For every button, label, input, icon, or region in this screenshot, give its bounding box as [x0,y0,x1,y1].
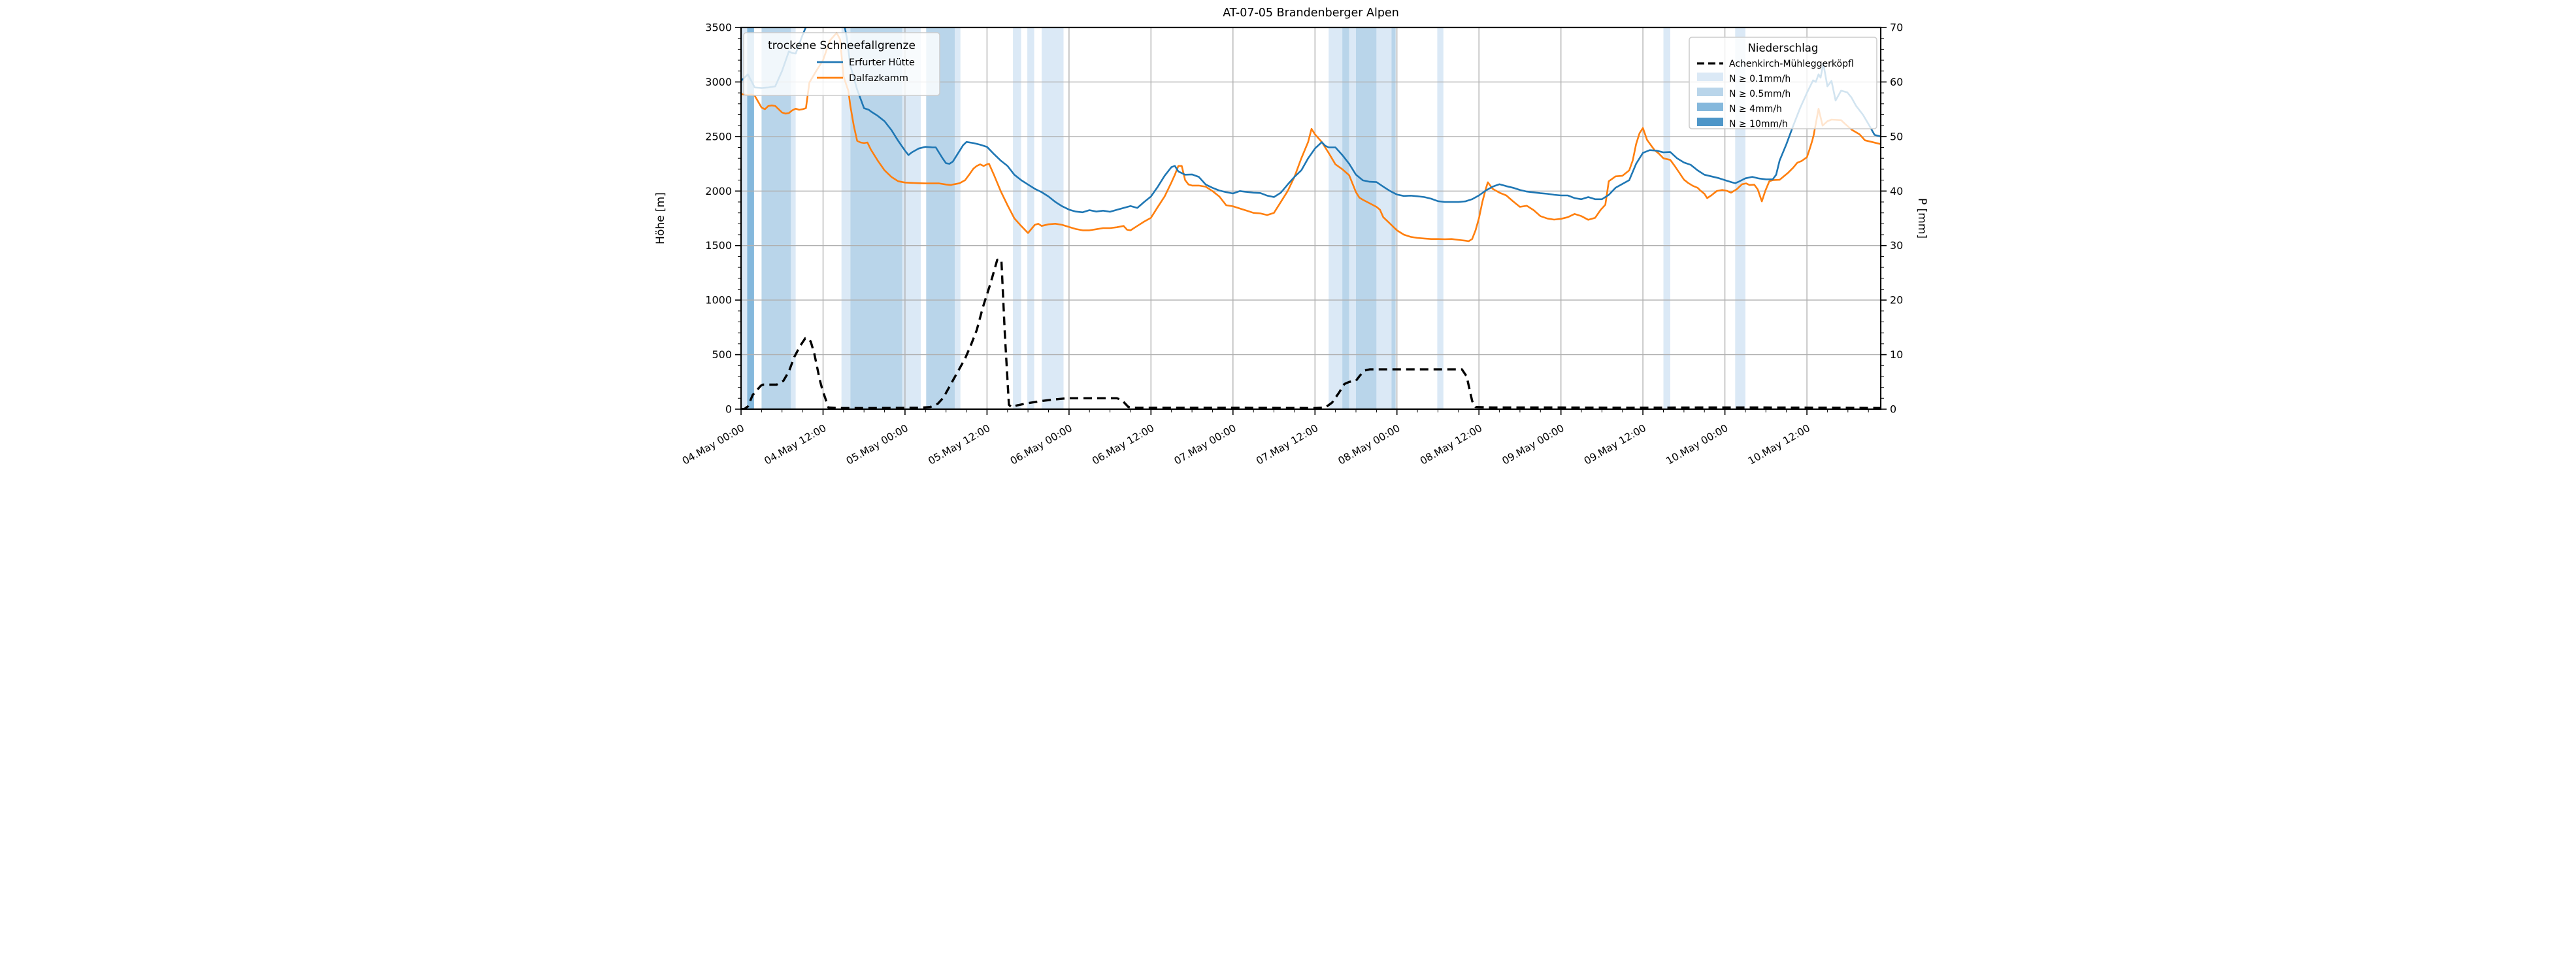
left-tick-label: 2500 [705,130,732,142]
legend-entry-label: N ≥ 0.1mm/h [1729,74,1791,84]
right-axis-label: P [mm] [1915,198,1928,239]
legend-entry-label: Achenkirch-Mühleggerköpfl [1729,59,1854,69]
legend-entry-label: N ≥ 0.5mm/h [1729,89,1791,99]
precip-band-tier-0.5 [1342,27,1349,409]
precip-band-tier-0.5 [1391,27,1396,409]
legend-precip-title: Niederschlag [1747,42,1818,54]
legend-entry-label: Erfurter Hütte [849,58,915,68]
legend-patch-sample [1696,103,1723,111]
precip-band-tier-0.1 [790,27,796,409]
right-tick-label: 20 [1890,294,1903,307]
plot-spines [740,26,1881,410]
precip-band-tier-0.1 [954,27,961,409]
left-tick-label: 1500 [705,239,732,252]
precip-band-tier-0.1 [1027,27,1034,409]
right-tick-label: 70 [1890,22,1903,34]
legend-snowline-title: trockene Schneefallgrenze [768,39,916,52]
right-tick-label: 60 [1890,76,1903,88]
legend-entry-label: N ≥ 10mm/h [1729,119,1788,129]
right-tick-label: 50 [1890,130,1903,142]
left-tick-label: 0 [725,403,731,416]
legend-precip: Niederschlag Achenkirch-Mühleggerköpfl N ≥… [1688,37,1877,129]
left-tick-label: 1000 [705,294,732,307]
chart-figure: 04.May 00:00 04.May 12:00 05.May 00:00 05.M… [644,0,1932,484]
precip-band-tier-0.1 [1041,27,1063,409]
legend-patch-sample [1696,73,1723,81]
precip-band-tier-0.1 [1349,27,1356,409]
precip-band-tier-0.5 [1355,27,1376,409]
dalfazkamm-line [740,31,1881,242]
precip-band-tier-0.1 [1012,27,1021,409]
left-tick-label: 500 [712,348,732,361]
legend-patch-sample [1696,118,1723,126]
snowline-precipitation-chart: 04.May 00:00 04.May 12:00 05.May 00:00 05.M… [644,0,1932,484]
precip-band-tier-0.1 [1328,27,1342,409]
precip-band-tier-0.1 [1663,27,1670,409]
precip-band-tier-0.1 [1436,27,1444,409]
right-tick-label: 30 [1890,239,1903,252]
left-tick-label: 2000 [705,185,732,197]
left-tick-label: 3000 [705,76,732,88]
erfurter-huette-line [740,27,1881,214]
legend-snowline: trockene Schneefallgrenze Erfurter Hütte D… [742,32,940,96]
chart-title: AT-07-05 Brandenberger Alpen [1223,7,1399,20]
right-tick-label: 0 [1890,403,1896,416]
achenkirch-precip-line [740,258,1881,409]
right-tick-label: 40 [1890,185,1903,197]
left-axis-label: Höhe [m] [654,192,667,244]
left-tick-label: 3500 [705,22,732,34]
legend-entry-label: Dalfazkamm [849,73,908,84]
precip-band-tier-0.1 [740,27,747,409]
right-tick-label: 10 [1890,348,1903,361]
precip-band-tier-4 [746,27,754,409]
legend-entry-label: N ≥ 4mm/h [1729,104,1782,114]
legend-patch-sample [1696,88,1723,96]
precip-band-tier-0.1 [841,27,850,409]
